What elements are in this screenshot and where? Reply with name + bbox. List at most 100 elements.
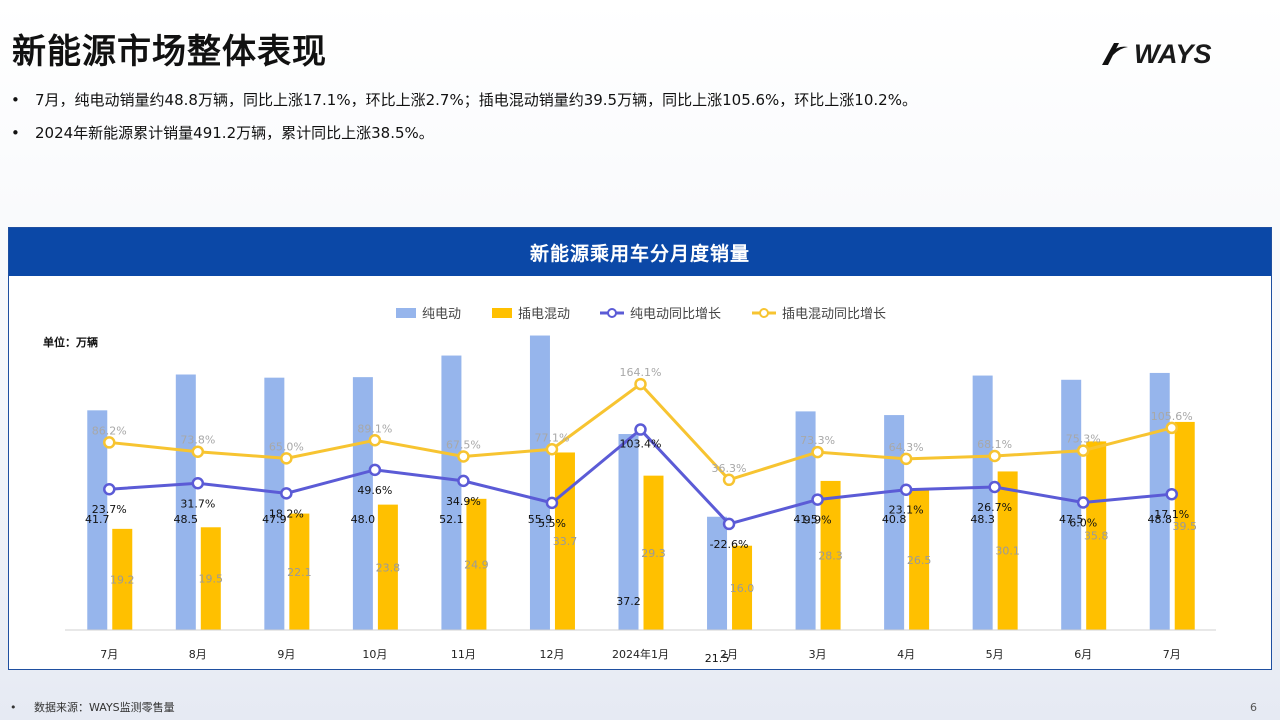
marker-phev-growth <box>191 445 205 458</box>
legend-label: 纯电动同比增长 <box>630 307 721 322</box>
label-ev-value: 41.5 <box>793 513 818 526</box>
legend-swatch-marker <box>759 308 769 318</box>
bar-ev <box>618 434 639 630</box>
label-phev-growth: 86.2% <box>92 424 127 437</box>
marker-phev-growth <box>1165 421 1178 435</box>
label-phev-growth: 105.6% <box>1151 410 1193 423</box>
bar-ev <box>441 355 462 630</box>
marker-phev-growth <box>811 445 824 459</box>
bar-ev <box>352 377 373 630</box>
category-label: 2月 <box>720 648 738 661</box>
category-label: 10月 <box>362 648 387 661</box>
label-phev-value: 22.1 <box>287 566 312 579</box>
label-phev-growth: 65.0% <box>269 440 304 453</box>
category-label: 5月 <box>986 648 1004 661</box>
category-label: 7月 <box>100 648 118 661</box>
bar-ev <box>529 335 550 630</box>
legend-swatch-bar <box>492 308 512 318</box>
label-ev-value: 52.1 <box>439 513 464 526</box>
marker-phev-growth <box>545 443 559 456</box>
legend-swatch-bar <box>396 308 416 318</box>
marker-ev-growth <box>103 482 116 496</box>
label-phev-value: 24.9 <box>464 558 489 571</box>
marker-phev-growth <box>899 452 913 466</box>
category-label: 11月 <box>451 648 476 661</box>
label-ev-value: 48.0 <box>351 513 376 526</box>
label-ev-growth: 103.4% <box>620 438 662 451</box>
label-ev-growth: 31.7% <box>180 497 215 510</box>
bar-phev <box>289 513 310 630</box>
bar-phev <box>820 480 841 630</box>
category-label: 4月 <box>897 648 915 661</box>
bullet-text: 7月，纯电动销量约48.8万辆，同比上涨17.1%，环比上涨2.7%；插电混动销… <box>35 91 917 109</box>
category-label: 3月 <box>809 648 827 661</box>
label-phev-value: 19.5 <box>199 573 224 586</box>
label-ev-value: 21.5 <box>705 652 730 665</box>
bar-ev <box>87 410 108 630</box>
label-phev-growth: 36.3% <box>712 462 747 475</box>
legend-swatch-marker <box>607 308 617 318</box>
label-ev-value: 48.3 <box>970 513 995 526</box>
marker-ev-growth <box>988 480 1001 494</box>
marker-ev-growth <box>191 477 205 490</box>
category-label: 6月 <box>1074 648 1092 661</box>
bullet-text: 2024年新能源累计销量491.2万辆，累计同比上涨38.5%。 <box>35 124 434 142</box>
chart-title: 新能源乘用车分月度销量 <box>9 228 1271 276</box>
category-label: 12月 <box>539 648 564 661</box>
marker-ev-growth <box>899 483 913 496</box>
label-ev-value: 47.5 <box>1059 513 1084 526</box>
label-ev-growth: 9.9% <box>804 514 832 527</box>
bar-phev <box>377 504 398 630</box>
category-label: 9月 <box>277 648 295 661</box>
marker-phev-growth <box>722 473 736 487</box>
label-phev-value: 26.5 <box>907 554 932 567</box>
marker-ev-growth <box>368 463 382 477</box>
marker-phev-growth <box>457 450 470 463</box>
label-ev-growth: 5.5% <box>538 517 566 530</box>
label-phev-value: 30.1 <box>995 545 1020 558</box>
label-ev-value: 48.5 <box>174 513 199 526</box>
marker-ev-growth <box>280 487 293 500</box>
footnote-dot-icon: • <box>10 700 17 714</box>
bar-ev <box>972 375 993 630</box>
bar-ev <box>795 411 816 630</box>
label-phev-value: 19.2 <box>110 573 135 586</box>
bullet-dot-icon: • <box>11 91 20 109</box>
ways-logo-icon <box>1102 43 1128 65</box>
label-ev-value: 41.7 <box>85 513 110 526</box>
page-number: 6 <box>1250 701 1257 714</box>
label-ev-value: 37.2 <box>616 595 641 608</box>
label-phev-growth: 68.1% <box>977 438 1012 451</box>
marker-ev-growth <box>457 474 470 488</box>
label-ev-value: 48.8 <box>1147 513 1172 526</box>
bar-ev <box>264 377 285 630</box>
legend-label: 纯电动 <box>422 307 461 322</box>
label-ev-growth: 34.9% <box>446 495 481 508</box>
label-ev-growth: 23.1% <box>889 504 924 517</box>
marker-ev-growth <box>545 496 559 510</box>
marker-ev-growth <box>1165 487 1178 501</box>
label-phev-growth: 164.1% <box>620 366 662 379</box>
marker-ev-growth <box>1076 496 1090 509</box>
label-ev-growth: 18.2% <box>269 507 304 520</box>
bar-ev <box>707 516 728 630</box>
bar-phev <box>1174 421 1195 630</box>
legend-label: 插电混动同比增长 <box>782 307 886 322</box>
label-ev-growth: 17.1% <box>1154 508 1189 521</box>
bar-phev <box>112 528 133 630</box>
label-ev-growth: 6.0% <box>1069 517 1097 530</box>
marker-phev-growth <box>368 434 382 447</box>
marker-phev-growth <box>280 452 293 465</box>
label-phev-value: 29.3 <box>641 547 666 560</box>
label-phev-growth: 73.8% <box>180 434 215 447</box>
label-phev-growth: 64.3% <box>889 441 924 454</box>
bar-phev <box>732 545 753 630</box>
legend-label: 插电混动 <box>518 307 570 322</box>
logo-text: WAYS <box>1134 38 1212 69</box>
marker-phev-growth <box>1076 444 1090 457</box>
label-phev-value: 35.8 <box>1084 530 1109 543</box>
bar-phev <box>466 498 487 630</box>
bar-ev <box>1149 372 1170 630</box>
label-ev-value: 55.9 <box>528 513 553 526</box>
label-ev-value: 40.8 <box>882 513 907 526</box>
